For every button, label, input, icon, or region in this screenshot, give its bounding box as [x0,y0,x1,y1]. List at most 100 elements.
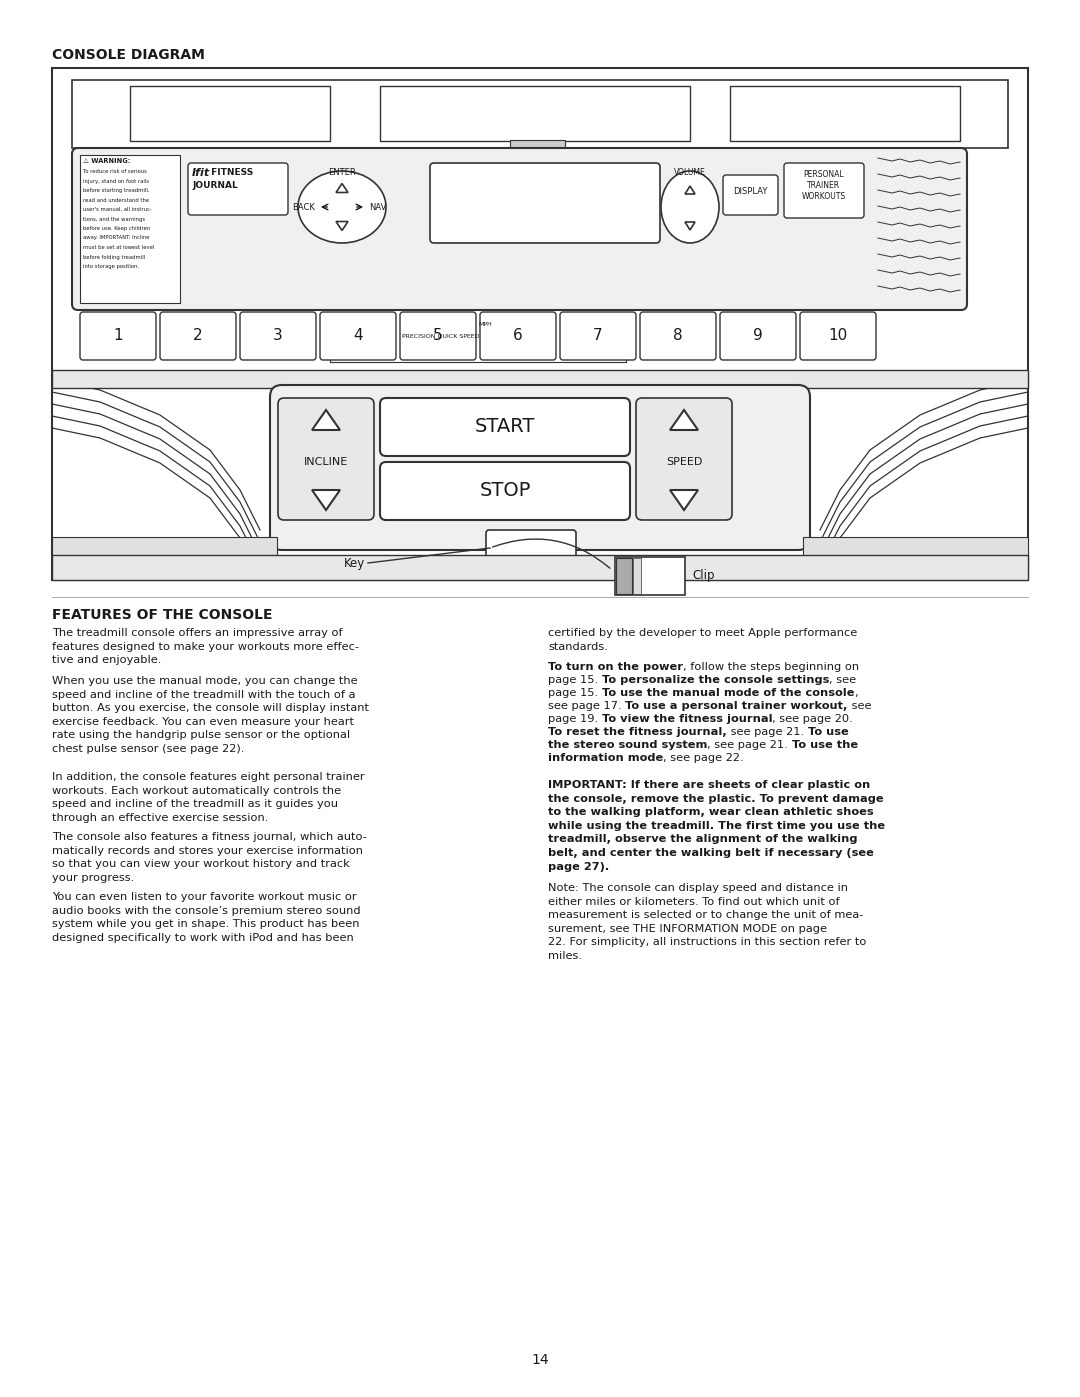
Text: 8: 8 [673,328,683,344]
FancyBboxPatch shape [72,148,967,310]
Text: FEATURES OF THE CONSOLE: FEATURES OF THE CONSOLE [52,608,272,622]
Text: before folding treadmill: before folding treadmill [83,254,145,260]
Text: ENTER: ENTER [328,168,356,177]
Text: , see: , see [829,675,856,685]
Text: To turn on the power: To turn on the power [548,662,683,672]
Bar [380,87,690,141]
FancyBboxPatch shape [270,386,810,550]
FancyBboxPatch shape [486,529,576,560]
Text: 4: 4 [353,328,363,344]
FancyBboxPatch shape [380,398,630,455]
Polygon shape [312,490,340,510]
Text: Key: Key [343,556,365,570]
Bar [52,555,1028,580]
Text: tions, and the warnings: tions, and the warnings [83,217,145,222]
Text: JOURNAL: JOURNAL [192,182,238,190]
Bar [52,536,276,567]
Text: the stereo sound system: the stereo sound system [548,740,707,750]
Text: START: START [475,418,536,436]
Ellipse shape [298,170,386,243]
FancyBboxPatch shape [800,312,876,360]
Polygon shape [685,222,696,231]
FancyBboxPatch shape [561,312,636,360]
Bar [730,87,960,141]
Text: The console also features a fitness journal, which auto-
matically records and s: The console also features a fitness jour… [52,833,367,883]
Text: WORKOUTS: WORKOUTS [802,191,846,201]
Text: When you use the manual mode, you can change the
speed and incline of the treadm: When you use the manual mode, you can ch… [52,676,369,754]
Text: In addition, the console features eight personal trainer
workouts. Each workout : In addition, the console features eight … [52,773,365,823]
FancyBboxPatch shape [636,398,732,520]
Bar [633,557,642,594]
Text: , follow the steps beginning on: , follow the steps beginning on [683,662,859,672]
Text: MPH: MPH [478,321,491,327]
Text: see: see [848,701,872,711]
Text: into storage position.: into storage position. [83,264,139,270]
Text: 1: 1 [113,328,123,344]
Text: information mode: information mode [548,753,663,763]
Text: To use: To use [808,726,848,738]
Text: user's manual, all instruc-: user's manual, all instruc- [83,207,152,212]
Text: 7: 7 [593,328,603,344]
Text: To use a personal trainer workout,: To use a personal trainer workout, [625,701,848,711]
Text: ,: , [854,687,858,698]
Text: , see page 21.: , see page 21. [707,740,792,750]
Bar [130,87,330,141]
Text: To view the fitness journal: To view the fitness journal [602,714,772,724]
Bar [80,155,180,303]
Bar [510,140,565,148]
Polygon shape [336,222,348,231]
Bar [52,370,1028,388]
Bar [72,80,1008,148]
Text: page 19.: page 19. [548,714,602,724]
FancyBboxPatch shape [430,163,660,243]
Polygon shape [336,183,348,193]
Text: before use. Keep children: before use. Keep children [83,226,150,231]
Bar [52,68,1028,580]
FancyBboxPatch shape [400,312,476,360]
FancyBboxPatch shape [723,175,778,215]
Text: , see page 22.: , see page 22. [663,753,744,763]
Text: read and understand the: read and understand the [83,197,149,203]
FancyBboxPatch shape [240,312,316,360]
Text: NAV: NAV [369,203,387,211]
Text: page 15.: page 15. [548,675,602,685]
Text: Clip: Clip [692,570,715,583]
Text: must be set at lowest level: must be set at lowest level [83,244,154,250]
FancyBboxPatch shape [278,398,374,520]
FancyBboxPatch shape [720,312,796,360]
Text: 5: 5 [433,328,443,344]
Text: INCLINE: INCLINE [303,457,348,467]
Text: To personalize the console settings: To personalize the console settings [602,675,829,685]
Text: PRECISION QUICK SPEED: PRECISION QUICK SPEED [402,334,480,339]
Text: To use the: To use the [792,740,858,750]
Polygon shape [312,409,340,430]
FancyBboxPatch shape [640,312,716,360]
Text: BACK: BACK [293,203,315,211]
Text: To use the manual mode of the console: To use the manual mode of the console [602,687,854,698]
FancyBboxPatch shape [188,163,288,215]
Text: ⚠ WARNING:: ⚠ WARNING: [83,158,131,163]
FancyBboxPatch shape [784,163,864,218]
Text: away. IMPORTANT: Incline: away. IMPORTANT: Incline [83,236,149,240]
Text: SPEED: SPEED [665,457,702,467]
Text: FITNESS: FITNESS [208,168,253,177]
Polygon shape [670,490,698,510]
Text: , see page 20.: , see page 20. [772,714,853,724]
FancyBboxPatch shape [380,462,630,520]
Polygon shape [685,186,696,194]
Text: PERSONAL: PERSONAL [804,170,845,179]
Bar [616,557,632,594]
Text: 14: 14 [531,1354,549,1368]
Text: 9: 9 [753,328,762,344]
Text: STOP: STOP [480,482,530,500]
Text: before starting treadmill,: before starting treadmill, [83,189,149,193]
Text: 3: 3 [273,328,283,344]
Text: To reset the fitness journal,: To reset the fitness journal, [548,726,727,738]
Text: VOLUME: VOLUME [674,168,706,177]
Bar [615,557,685,595]
Text: 2: 2 [193,328,203,344]
Text: 10: 10 [828,328,848,344]
FancyBboxPatch shape [480,312,556,360]
Text: see page 17.: see page 17. [548,701,625,711]
Text: page 15.: page 15. [548,687,602,698]
